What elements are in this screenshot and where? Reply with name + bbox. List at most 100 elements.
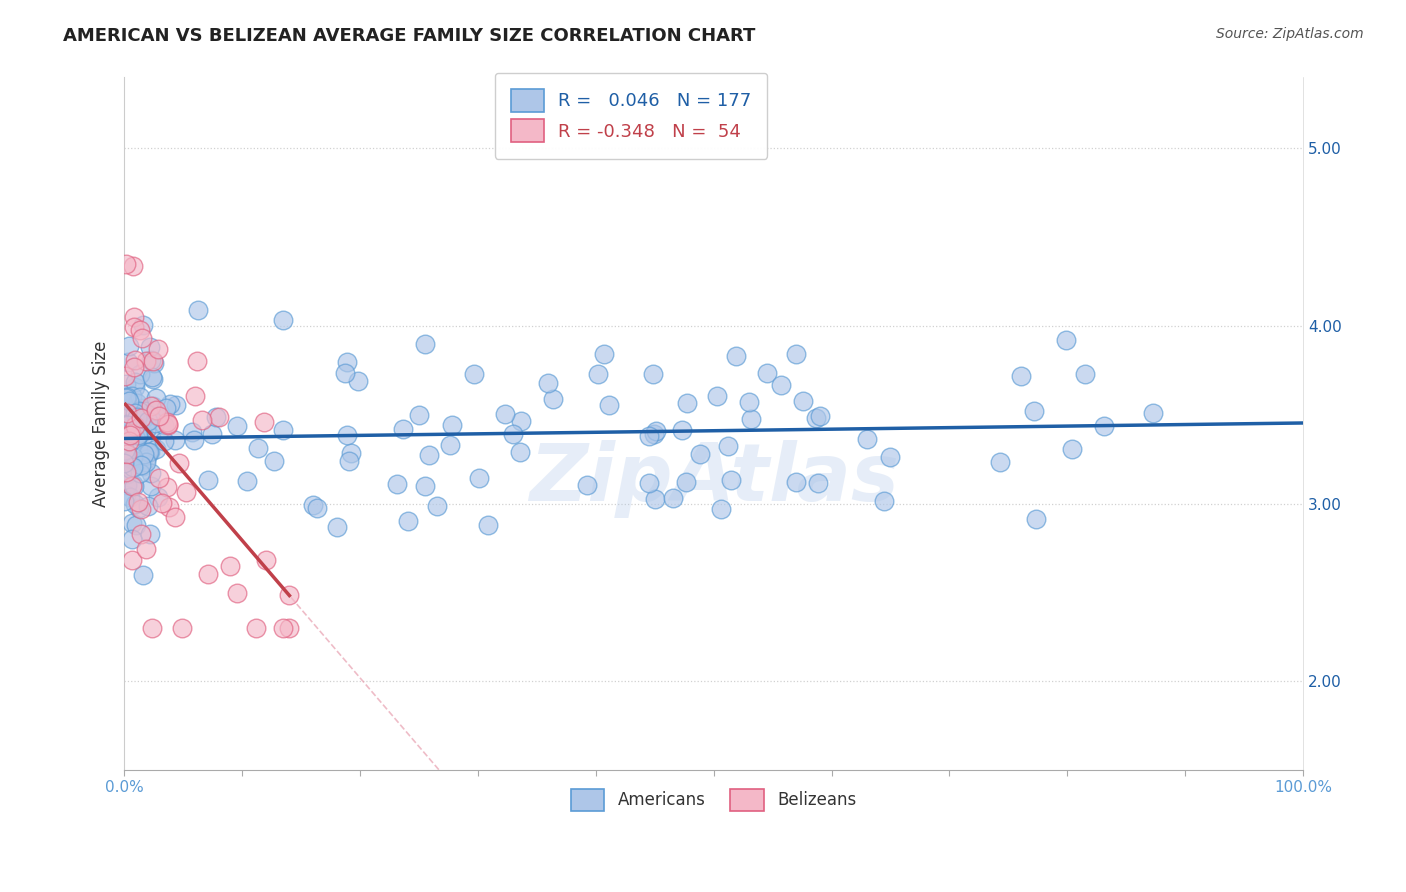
Point	[273, 423, 295, 437]
Point	[197, 473, 219, 487]
Point	[738, 395, 761, 409]
Point	[638, 429, 661, 443]
Text: AMERICAN VS BELIZEAN AVERAGE FAMILY SIZE CORRELATION CHART: AMERICAN VS BELIZEAN AVERAGE FAMILY SIZE…	[63, 27, 755, 45]
Point	[115, 447, 138, 461]
Point	[127, 429, 149, 443]
Point	[510, 413, 533, 427]
Point	[120, 427, 142, 442]
Point	[139, 430, 162, 444]
Point	[197, 566, 219, 581]
Point	[176, 485, 198, 500]
Point	[855, 433, 877, 447]
Point	[271, 621, 294, 635]
Point	[131, 331, 153, 345]
Point	[644, 491, 666, 506]
Point	[204, 410, 226, 425]
Point	[115, 257, 138, 271]
Point	[124, 380, 146, 394]
Point	[118, 456, 141, 470]
Point	[122, 310, 145, 324]
Point	[142, 354, 165, 368]
Point	[253, 415, 276, 429]
Point	[337, 454, 360, 468]
Y-axis label: Average Family Size: Average Family Size	[93, 341, 110, 507]
Point	[118, 490, 141, 504]
Point	[502, 427, 524, 442]
Point	[135, 353, 157, 368]
Point	[114, 464, 136, 478]
Point	[132, 318, 155, 332]
Point	[121, 389, 143, 403]
Point	[418, 448, 440, 462]
Point	[118, 434, 141, 448]
Point	[124, 406, 146, 420]
Point	[1074, 367, 1097, 381]
Point	[263, 453, 285, 467]
Point	[115, 417, 138, 432]
Point	[139, 526, 162, 541]
Point	[990, 455, 1012, 469]
Point	[120, 420, 142, 434]
Point	[756, 366, 779, 380]
Point	[122, 360, 145, 375]
Point	[115, 423, 138, 437]
Point	[125, 433, 148, 447]
Point	[408, 408, 430, 422]
Point	[122, 460, 145, 475]
Point	[156, 480, 179, 494]
Point	[129, 467, 152, 481]
Point	[112, 493, 135, 508]
Point	[143, 404, 166, 418]
Point	[807, 476, 830, 491]
Point	[121, 532, 143, 546]
Point	[271, 313, 294, 327]
Point	[391, 421, 413, 435]
Point	[120, 425, 142, 440]
Point	[413, 336, 436, 351]
Point	[463, 367, 485, 381]
Point	[808, 409, 831, 424]
Point	[134, 404, 156, 418]
Point	[1022, 403, 1045, 417]
Point	[440, 417, 463, 432]
Point	[142, 372, 165, 386]
Point	[643, 368, 665, 382]
Point	[132, 412, 155, 426]
Point	[301, 498, 323, 512]
Point	[136, 445, 159, 459]
Point	[236, 475, 259, 489]
Point	[1025, 512, 1047, 526]
Point	[122, 260, 145, 274]
Point	[156, 417, 179, 432]
Point	[439, 437, 461, 451]
Point	[278, 621, 301, 635]
Point	[114, 410, 136, 425]
Point	[208, 409, 231, 424]
Point	[157, 417, 180, 431]
Point	[191, 412, 214, 426]
Point	[181, 425, 204, 439]
Point	[114, 450, 136, 464]
Point	[128, 367, 150, 381]
Point	[117, 355, 139, 369]
Point	[121, 451, 143, 466]
Point	[129, 526, 152, 541]
Point	[138, 414, 160, 428]
Point	[115, 417, 138, 431]
Point	[120, 462, 142, 476]
Point	[336, 428, 359, 442]
Point	[142, 399, 165, 413]
Point	[226, 419, 249, 434]
Point	[153, 418, 176, 433]
Point	[139, 340, 162, 354]
Point	[115, 465, 138, 479]
Point	[152, 434, 174, 448]
Point	[187, 302, 209, 317]
Point	[155, 401, 177, 416]
Point	[593, 347, 616, 361]
Point	[146, 409, 169, 423]
Point	[148, 342, 170, 356]
Point	[131, 501, 153, 516]
Point	[141, 370, 163, 384]
Point	[183, 433, 205, 447]
